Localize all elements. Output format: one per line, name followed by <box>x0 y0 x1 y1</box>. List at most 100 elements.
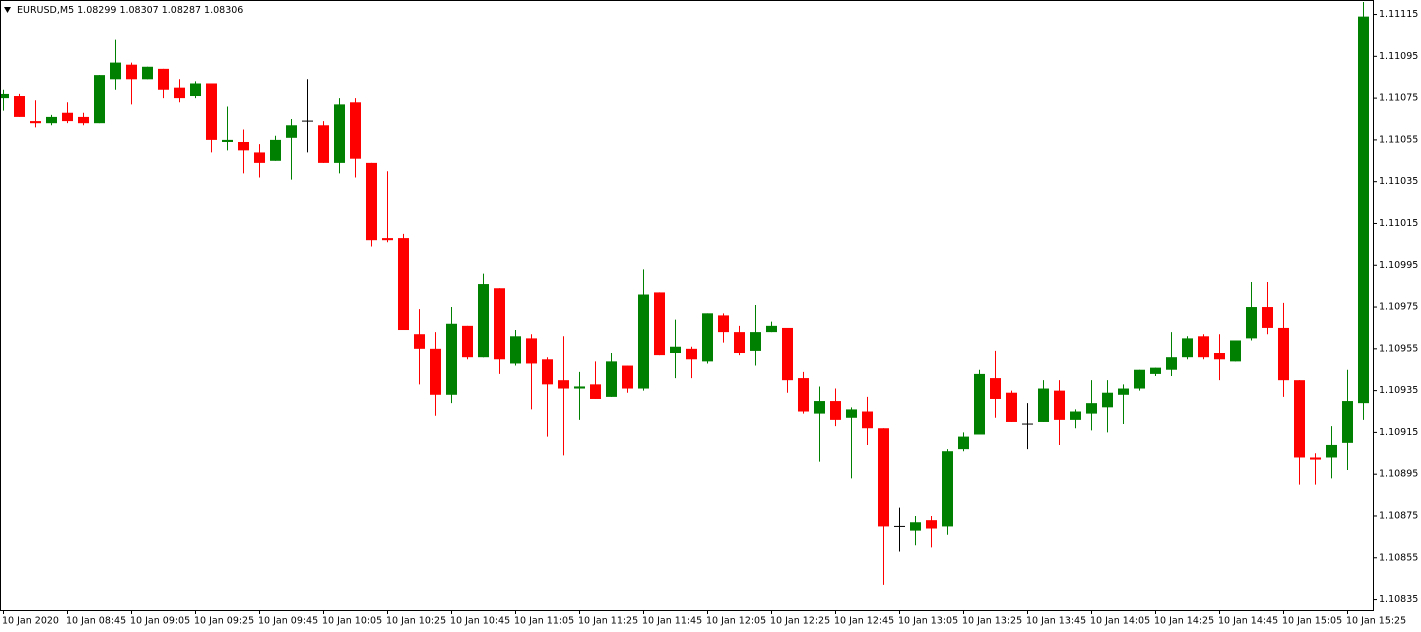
candle-body <box>94 75 105 124</box>
candle-body <box>14 96 25 117</box>
candle-body <box>1342 401 1353 443</box>
x-tick-label: 10 Jan 10:25 <box>386 616 446 627</box>
x-tick-label: 10 Jan 09:45 <box>258 616 318 627</box>
candle-body <box>558 380 569 389</box>
candle-body <box>78 116 89 124</box>
candle-body <box>222 139 233 142</box>
candle-body <box>350 102 361 159</box>
candle-body <box>958 436 969 450</box>
candle-body <box>1294 380 1305 458</box>
chart-title: EURUSD,M5 1.08299 1.08307 1.08287 1.0830… <box>17 5 243 16</box>
candle-body <box>318 125 329 163</box>
candle-body <box>782 327 793 381</box>
candle-body <box>1182 338 1193 358</box>
candle-body <box>1278 327 1289 381</box>
candle-body <box>862 411 873 429</box>
candle-body <box>1262 307 1273 328</box>
candle-body <box>622 365 633 389</box>
candle-body <box>1054 390 1065 420</box>
x-tick-label: 10 Jan 15:05 <box>1282 616 1342 627</box>
candle-body <box>1150 367 1161 374</box>
y-tick-label: 1.11115 <box>1379 9 1418 20</box>
x-tick-label: 10 Jan 15:25 <box>1346 616 1406 627</box>
candle-body <box>574 386 585 389</box>
x-tick-label: 10 Jan 13:05 <box>898 616 958 627</box>
candle-body <box>494 288 505 360</box>
candle-body <box>750 332 761 351</box>
candle-body <box>814 401 825 414</box>
x-tick-label: 10 Jan 12:45 <box>834 616 894 627</box>
x-tick-label: 10 Jan 11:25 <box>578 616 638 627</box>
candle-body <box>1166 357 1177 370</box>
x-tick-label: 10 Jan 09:25 <box>194 616 254 627</box>
candle-body <box>270 139 281 161</box>
candle-body <box>942 451 953 527</box>
x-tick-label: 10 Jan 12:25 <box>770 616 830 627</box>
candle-body <box>398 238 409 331</box>
x-tick-label: 10 Jan 10:05 <box>322 616 382 627</box>
candle-body <box>990 378 1001 399</box>
candle-body <box>1118 388 1129 395</box>
y-tick-label: 1.10875 <box>1379 510 1418 521</box>
x-tick-label: 10 Jan 08:45 <box>66 616 126 627</box>
candle-body <box>590 384 601 399</box>
candle-body <box>910 522 921 531</box>
candle-body <box>670 346 681 354</box>
y-tick-label: 1.10855 <box>1379 552 1418 563</box>
candle-body <box>430 348 441 395</box>
candle-body <box>686 348 697 360</box>
y-tick-label: 1.10995 <box>1379 260 1418 271</box>
candle-body <box>1246 307 1257 339</box>
x-tick-label: 10 Jan 09:05 <box>130 616 190 627</box>
candle-body <box>1006 392 1017 422</box>
y-tick-label: 1.10975 <box>1379 302 1418 313</box>
candle-body <box>1070 411 1081 420</box>
candle-body <box>1086 403 1097 414</box>
candle-body <box>638 294 649 389</box>
candle-body <box>1198 336 1209 358</box>
x-tick-label: 10 Jan 13:25 <box>962 616 1022 627</box>
y-tick-label: 1.11015 <box>1379 218 1418 229</box>
candle-body <box>926 520 937 529</box>
candle-body <box>174 87 185 99</box>
candle-body <box>1358 16 1369 404</box>
candle-body <box>718 315 729 333</box>
candle-body <box>766 325 777 333</box>
plot-frame <box>0 0 1374 611</box>
candle-body <box>1 93 9 99</box>
candle-body <box>542 359 553 385</box>
candle-body <box>286 125 297 138</box>
candle-body <box>142 66 153 80</box>
candle-body <box>510 336 521 364</box>
y-tick-label: 1.11055 <box>1379 134 1418 145</box>
candle-body <box>126 64 137 80</box>
candle-body <box>158 68 169 90</box>
menu-triangle[interactable] <box>4 7 11 13</box>
candle-body <box>702 313 713 362</box>
x-tick-label: 10 Jan 11:45 <box>642 616 702 627</box>
candle-body <box>878 428 889 527</box>
candle-body <box>478 284 489 358</box>
candle-body <box>830 401 841 420</box>
candle-body <box>1310 457 1321 460</box>
x-tick-label: 10 Jan 14:25 <box>1154 616 1214 627</box>
x-tick-label: 10 Jan 2020 <box>2 616 59 627</box>
candle-body <box>1038 388 1049 422</box>
x-tick-label: 10 Jan 13:45 <box>1026 616 1086 627</box>
candle-body <box>526 338 537 364</box>
y-tick-label: 1.10915 <box>1379 427 1418 438</box>
y-tick-label: 1.11095 <box>1379 51 1418 62</box>
candle-body <box>462 325 473 358</box>
y-tick-label: 1.10935 <box>1379 385 1418 396</box>
candle-body <box>798 378 809 412</box>
candle-body <box>62 112 73 122</box>
x-tick-label: 10 Jan 12:05 <box>706 616 766 627</box>
candle-body <box>382 238 393 241</box>
x-tick-label: 10 Jan 11:05 <box>514 616 574 627</box>
candle-body <box>654 292 665 356</box>
x-tick-label: 10 Jan 14:05 <box>1090 616 1150 627</box>
candle-body <box>206 83 217 140</box>
candle-body <box>734 332 745 354</box>
candle-body <box>606 361 617 397</box>
